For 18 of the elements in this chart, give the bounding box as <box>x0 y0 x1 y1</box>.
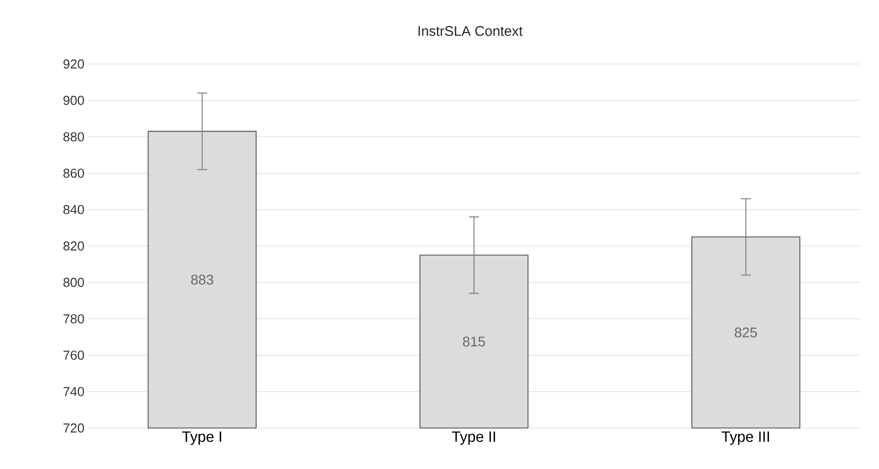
x-tick-label: Type II <box>452 432 496 445</box>
x-tick-label: Type III <box>722 432 769 445</box>
y-tick-label: 880 <box>63 132 84 142</box>
y-tick-label: 800 <box>63 278 84 287</box>
data-label: 815 <box>462 336 486 346</box>
chart-title: InstrSLA Context <box>418 26 523 36</box>
y-tick-label: 820 <box>63 241 84 251</box>
y-tick-label: 780 <box>64 314 84 324</box>
data-label: 825 <box>734 328 757 338</box>
y-tick-label: 740 <box>64 387 84 396</box>
y-tick-label: 860 <box>63 168 84 178</box>
y-tick-label: 720 <box>64 423 84 433</box>
y-tick-label: 760 <box>64 350 84 360</box>
y-tick-label: 840 <box>63 205 84 214</box>
y-tick-label: 900 <box>63 96 84 105</box>
data-label: 883 <box>191 274 214 285</box>
x-tick-label: Type I <box>182 432 222 445</box>
y-tick-label: 920 <box>63 59 84 69</box>
